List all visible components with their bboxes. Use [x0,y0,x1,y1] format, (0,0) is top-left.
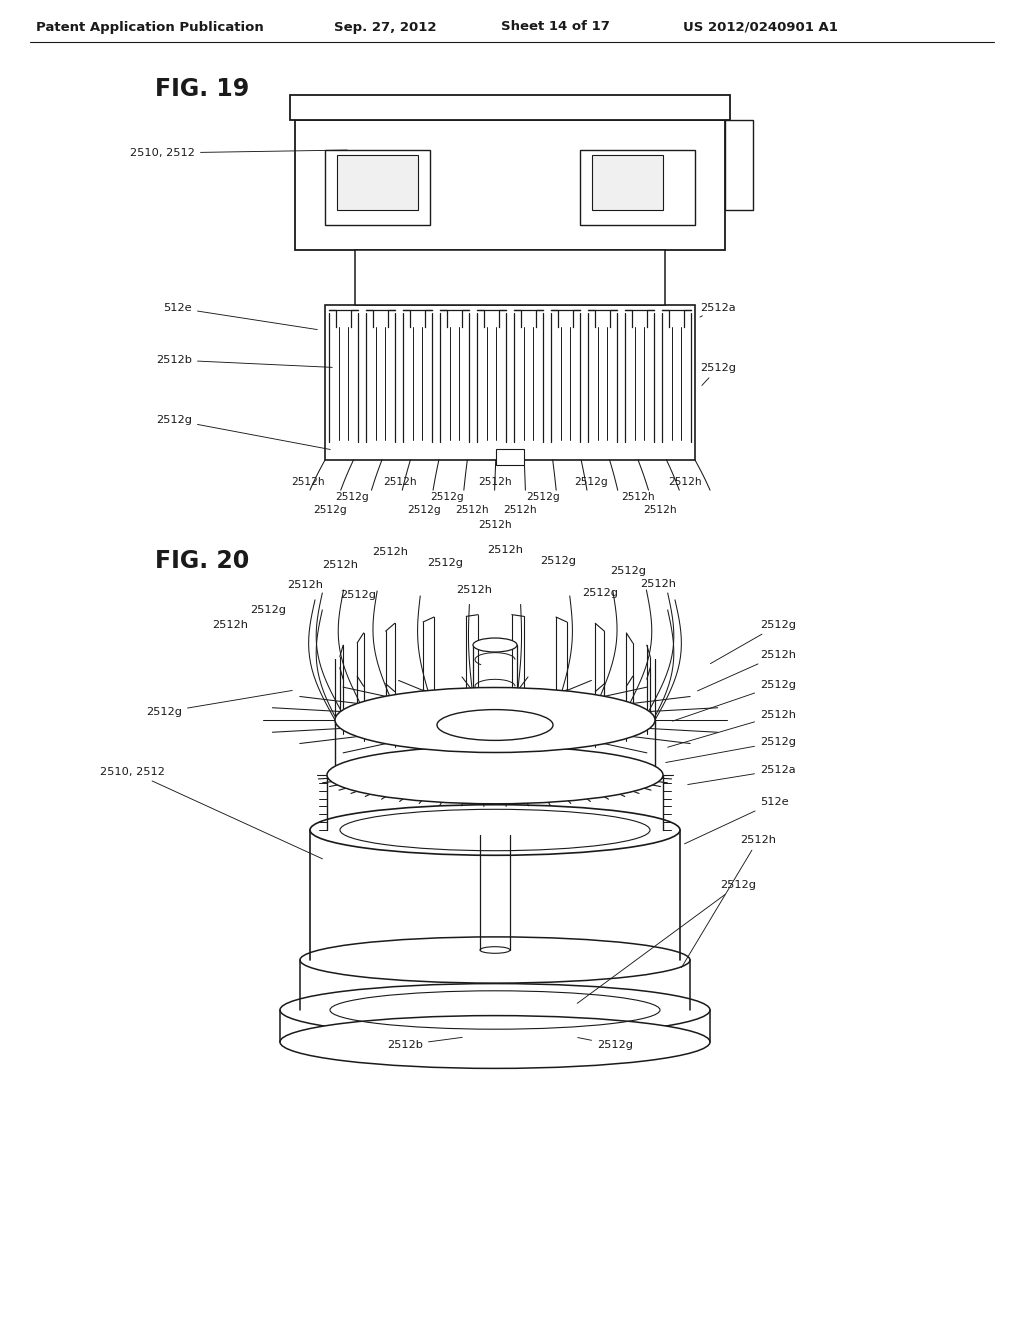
Text: 512e: 512e [684,797,788,843]
Text: 2512h: 2512h [503,506,537,515]
Text: 2512h: 2512h [668,710,796,747]
Text: 2512h: 2512h [669,477,701,487]
Bar [496,449,524,465]
Text: 2512g: 2512g [578,880,756,1003]
Ellipse shape [335,688,655,752]
Text: 2512g: 2512g [335,492,369,502]
Text: FIG. 19: FIG. 19 [155,77,249,102]
Text: 2512h: 2512h [372,546,408,557]
Text: 2512g: 2512g [408,506,441,515]
Text: 2512h: 2512h [487,545,523,554]
Ellipse shape [280,1015,710,1068]
Text: 2512h: 2512h [622,492,654,502]
Text: 2512b: 2512b [387,1038,462,1049]
Text: Sheet 14 of 17: Sheet 14 of 17 [501,21,609,33]
Text: 512e: 512e [164,304,317,330]
Bar [295,120,725,249]
Text: 2512g: 2512g [666,737,796,763]
Text: Patent Application Publication: Patent Application Publication [36,21,264,33]
Text: 2512g: 2512g [540,556,575,566]
Text: 2512g: 2512g [250,605,286,615]
Text: 2512g: 2512g [430,492,464,502]
Bar [325,150,430,224]
Ellipse shape [300,937,690,983]
Text: 2512g: 2512g [700,363,736,385]
Text: 2512a: 2512a [688,766,796,784]
Text: 2512h: 2512h [322,560,358,570]
Bar [592,154,663,210]
Text: 2512h: 2512h [697,649,796,690]
Ellipse shape [327,746,663,804]
Text: 2512h: 2512h [478,477,512,487]
Text: 2512g: 2512g [313,506,347,515]
Text: 2512h: 2512h [383,477,417,487]
Text: 2512h: 2512h [456,585,492,595]
Text: 2512g: 2512g [146,690,292,717]
Bar [325,305,695,459]
Text: 2512h: 2512h [291,477,325,487]
Text: 2512h: 2512h [478,520,512,531]
Text: 2510, 2512: 2510, 2512 [130,148,347,158]
Text: 2512h: 2512h [681,836,776,968]
Text: 2512g: 2512g [578,1038,633,1049]
Text: 2512h: 2512h [287,579,323,590]
Text: 2512h: 2512h [643,506,677,515]
Text: 2512h: 2512h [456,506,488,515]
Text: 2512g: 2512g [340,590,376,601]
Bar [337,154,418,210]
Text: 2512g: 2512g [574,477,608,487]
Text: 2512g: 2512g [673,680,796,721]
Text: 2512b: 2512b [156,355,332,367]
Bar [725,120,753,210]
Text: 2512g: 2512g [711,620,796,664]
Bar [580,150,695,224]
Text: FIG. 20: FIG. 20 [155,549,249,573]
Text: 2512a: 2512a [700,304,735,317]
Ellipse shape [473,638,517,652]
Ellipse shape [310,805,680,855]
Text: US 2012/0240901 A1: US 2012/0240901 A1 [683,21,838,33]
Text: 2512g: 2512g [610,566,646,576]
Text: 2512g: 2512g [156,414,331,450]
Bar [355,249,665,305]
Text: 2512g: 2512g [427,558,463,568]
Text: 2512h: 2512h [212,620,248,630]
Text: 2512h: 2512h [640,579,676,589]
Ellipse shape [437,710,553,741]
Text: 2512g: 2512g [526,492,560,502]
Ellipse shape [280,983,710,1036]
Bar [290,95,730,120]
Text: Sep. 27, 2012: Sep. 27, 2012 [334,21,436,33]
Text: 2510, 2512: 2510, 2512 [100,767,323,859]
Text: 2512g: 2512g [582,587,618,598]
